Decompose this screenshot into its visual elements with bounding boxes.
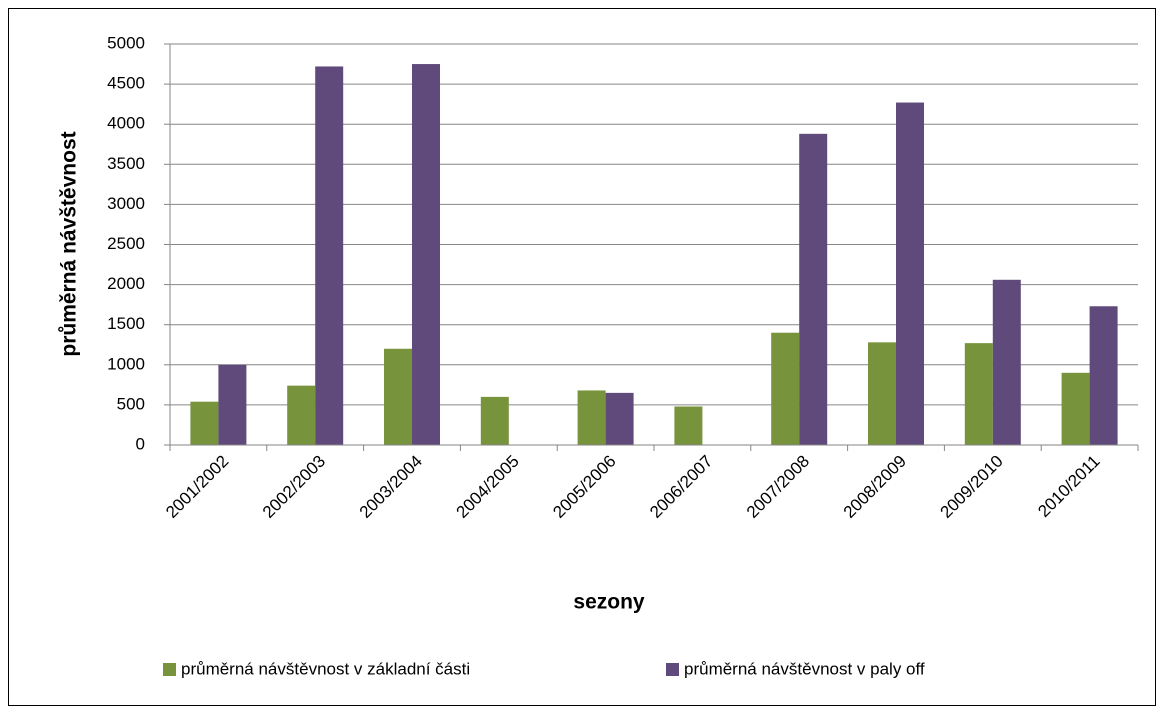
y-tick-label: 2000 — [107, 274, 145, 293]
x-axis-title: sezony — [573, 591, 645, 614]
bar — [605, 392, 634, 445]
y-tick-label: 4000 — [107, 114, 145, 133]
y-tick-label: 3500 — [107, 154, 145, 173]
legend-label: průměrná návštěvnost v základní části — [181, 659, 470, 678]
y-tick-label: 1500 — [107, 314, 145, 333]
y-tick-label: 1000 — [107, 354, 145, 373]
y-axis-title: průměrná návštěvnost — [58, 131, 81, 356]
bar — [1089, 306, 1118, 445]
bar — [384, 348, 412, 445]
bar — [799, 133, 828, 445]
bar — [771, 332, 800, 445]
bar — [287, 385, 316, 445]
y-tick-label: 0 — [136, 434, 145, 453]
y-tick-label: 4500 — [107, 74, 145, 93]
bar — [190, 401, 219, 445]
y-tick-label: 500 — [117, 394, 145, 413]
legend-swatch — [666, 663, 679, 676]
y-tick-label: 2500 — [107, 234, 145, 253]
bar — [896, 102, 924, 446]
bar — [992, 279, 1021, 445]
bar — [1061, 372, 1090, 445]
y-tick-label: 3000 — [107, 194, 145, 213]
bar — [315, 66, 344, 446]
legend-swatch — [163, 663, 176, 676]
bar — [868, 342, 896, 445]
legend-label: průměrná návštěvnost v paly off — [684, 659, 925, 678]
bar — [964, 343, 993, 445]
bar — [412, 64, 440, 446]
bar — [218, 364, 247, 445]
bar — [577, 390, 606, 445]
bar — [674, 406, 703, 445]
y-tick-label: 5000 — [107, 33, 145, 52]
bar — [480, 396, 509, 445]
